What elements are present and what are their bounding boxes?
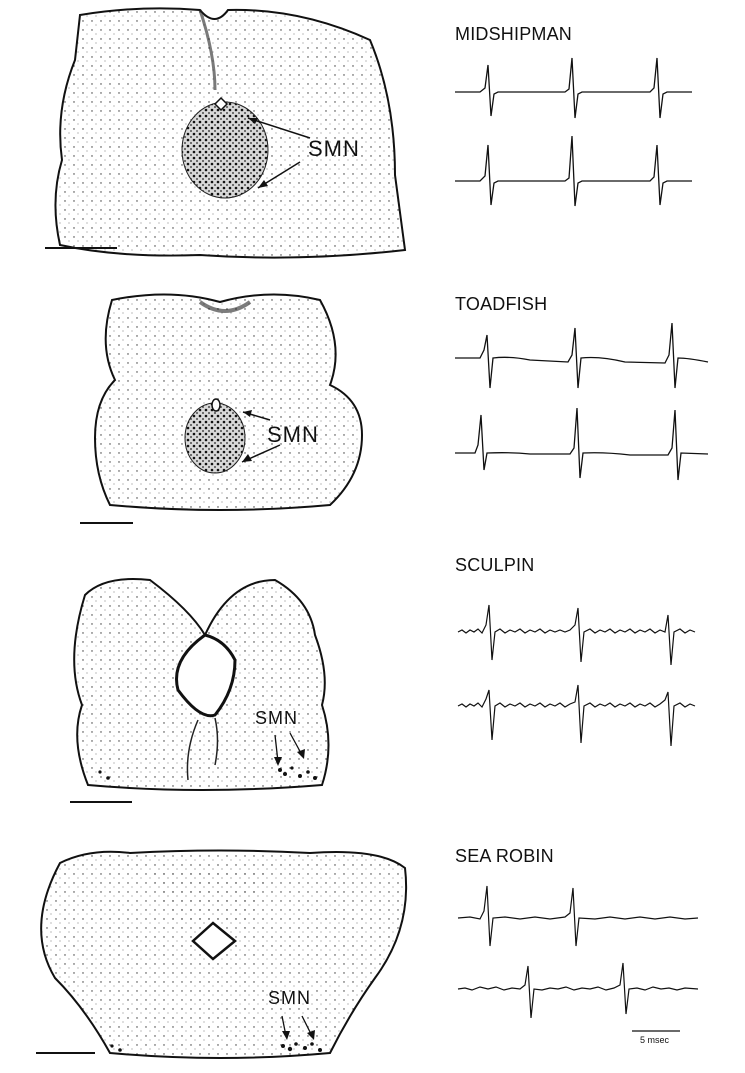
trace-lower (455, 407, 709, 481)
smn-label: SMN (255, 708, 298, 728)
trace-upper (455, 322, 709, 389)
time-scale-label: 5 msec (640, 1035, 670, 1045)
spinal-cord-section-sculpin (70, 578, 330, 803)
spike-traces-midshipman (455, 57, 692, 207)
species-label: SEA ROBIN (455, 846, 554, 866)
trace-lower (457, 962, 699, 1019)
spike-traces-toadfish (455, 322, 709, 481)
panel-sea-robin: SMN SEA ROBIN 5 msec (0, 808, 745, 1073)
smn-label: SMN (267, 422, 319, 447)
smn-label: SMN (308, 136, 360, 161)
panel-toadfish: SMN TOADFISH (0, 270, 745, 535)
trace-upper (457, 885, 699, 947)
spinal-cord-section-toadfish (80, 293, 364, 524)
spinal-cord-section-sea-robin (36, 849, 408, 1059)
species-label: SCULPIN (455, 555, 535, 575)
spike-traces-sculpin (457, 604, 696, 747)
trace-upper (455, 57, 692, 119)
spinal-cord-section-midshipman (45, 7, 407, 259)
trace-upper (457, 604, 696, 666)
species-label: TOADFISH (455, 294, 548, 314)
smn-label: SMN (268, 988, 311, 1008)
panel-sculpin: SMN SCULPIN (0, 540, 745, 805)
species-label: MIDSHIPMAN (455, 24, 573, 44)
smn-arrow-upper (247, 117, 311, 139)
trace-lower (457, 684, 696, 747)
trace-lower (455, 135, 692, 207)
spike-traces-sea-robin (457, 885, 699, 1032)
panel-midshipman: SMN MIDSHIPMAN (0, 0, 745, 265)
